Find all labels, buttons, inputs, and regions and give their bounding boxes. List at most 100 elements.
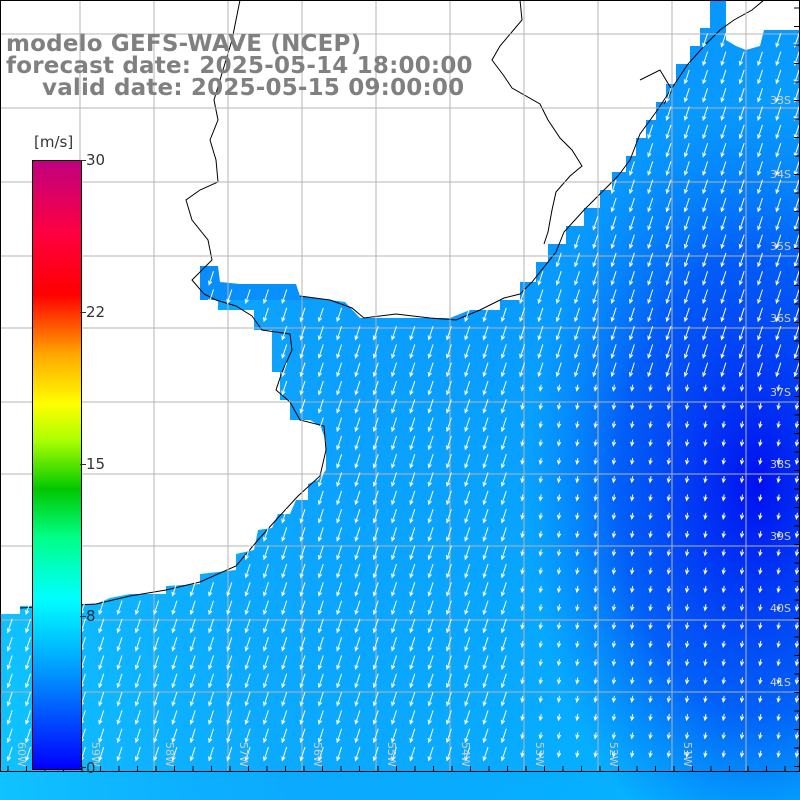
wind-arrow	[611, 421, 617, 429]
wind-arrow	[757, 362, 763, 378]
wind-arrow	[575, 421, 580, 429]
wind-arrow	[372, 508, 379, 524]
wind-arrow	[299, 600, 306, 616]
wind-arrow	[372, 637, 379, 652]
wind-arrow	[446, 362, 452, 378]
wind-arrow	[757, 307, 763, 323]
wind-arrow	[574, 362, 580, 378]
wind-arrow	[575, 384, 580, 392]
wind-arrow	[758, 732, 763, 740]
wind-arrow	[574, 252, 580, 268]
wind-arrow	[538, 585, 543, 594]
wind-arrow	[409, 454, 416, 469]
wind-arrow	[793, 271, 800, 286]
wind-arrow	[116, 710, 123, 725]
wind-arrow	[757, 142, 763, 158]
wind-arrow	[666, 677, 672, 685]
wind-arrow	[25, 691, 31, 707]
wind-arrow	[739, 531, 745, 539]
wind-arrow	[738, 234, 745, 250]
wind-arrow	[391, 637, 397, 652]
wind-arrow	[776, 494, 781, 502]
wind-arrow	[98, 746, 105, 762]
wind-arrow	[372, 527, 379, 542]
wind-arrow	[758, 439, 763, 447]
wind-arrow	[738, 179, 745, 195]
wind-arrow	[685, 585, 690, 594]
wind-arrow	[226, 728, 233, 744]
wind-arrow	[683, 344, 690, 359]
wind-arrow	[610, 252, 617, 268]
wind-arrow	[721, 457, 726, 466]
wind-arrow	[666, 457, 672, 466]
wind-arrow	[794, 604, 800, 612]
wind-arrow	[391, 582, 397, 597]
lon-label: 60W	[15, 742, 28, 767]
colorbar-tickmark	[80, 767, 86, 768]
wind-arrow	[685, 512, 690, 520]
wind-arrow	[721, 476, 726, 484]
wind-arrow	[538, 531, 543, 539]
wind-arrow	[372, 563, 379, 579]
wind-arrow	[776, 512, 781, 520]
wind-arrow	[208, 271, 214, 286]
wind-arrow	[171, 582, 178, 597]
wind-arrow	[776, 714, 781, 722]
wind-arrow	[263, 563, 269, 579]
wind-arrow	[372, 618, 379, 634]
wind-arrow	[703, 512, 708, 520]
wind-arrow	[372, 582, 379, 597]
wind-arrow	[720, 88, 727, 103]
wind-arrow	[520, 622, 525, 630]
wind-arrow	[556, 421, 562, 429]
wind-arrow	[666, 567, 672, 575]
wind-arrow	[647, 216, 654, 231]
wind-arrow	[281, 710, 288, 725]
wind-arrow	[6, 728, 13, 744]
wind-arrow	[720, 197, 727, 213]
wind-arrow	[630, 421, 635, 429]
wind-arrow	[647, 307, 654, 323]
wind-arrow	[648, 476, 653, 484]
wind-vectors	[6, 33, 800, 762]
wind-arrow	[593, 622, 598, 630]
wind-arrow	[354, 490, 361, 506]
wind-arrow	[189, 600, 196, 616]
wind-arrow	[683, 142, 690, 158]
wind-arrow	[793, 362, 800, 378]
wind-arrow	[593, 567, 598, 575]
wind-arrow	[685, 476, 690, 484]
wind-arrow	[575, 659, 580, 667]
wind-arrow	[6, 655, 13, 670]
wind-arrow	[665, 124, 672, 140]
wind-arrow	[336, 472, 343, 487]
wind-arrow	[281, 618, 288, 634]
wind-arrow	[171, 655, 178, 670]
wind-arrow	[721, 549, 726, 557]
wind-arrow	[702, 88, 709, 103]
wind-arrow	[666, 732, 672, 740]
wind-arrow	[611, 659, 617, 667]
wind-arrow	[574, 289, 580, 304]
wind-arrow	[647, 179, 654, 195]
wind-arrow	[703, 384, 708, 392]
wind-arrow	[611, 512, 617, 520]
lon-label: 59W	[89, 742, 102, 767]
wind-arrow	[500, 746, 507, 762]
wind-arrow	[721, 585, 726, 594]
wind-arrow	[683, 124, 690, 140]
wind-arrow	[226, 637, 233, 652]
wind-arrow	[776, 750, 781, 758]
wind-arrow	[134, 673, 141, 689]
wind-arrow	[317, 746, 324, 762]
wind-arrow	[263, 728, 269, 744]
wind-arrow	[391, 618, 397, 634]
wind-arrow	[702, 33, 709, 48]
wind-arrow	[98, 673, 105, 689]
wind-arrow	[556, 585, 562, 594]
wind-arrow	[592, 344, 599, 359]
wind-arrow	[593, 384, 598, 392]
wind-arrow	[500, 728, 507, 744]
wind-arrow	[758, 622, 763, 630]
wind-arrow	[354, 472, 361, 487]
